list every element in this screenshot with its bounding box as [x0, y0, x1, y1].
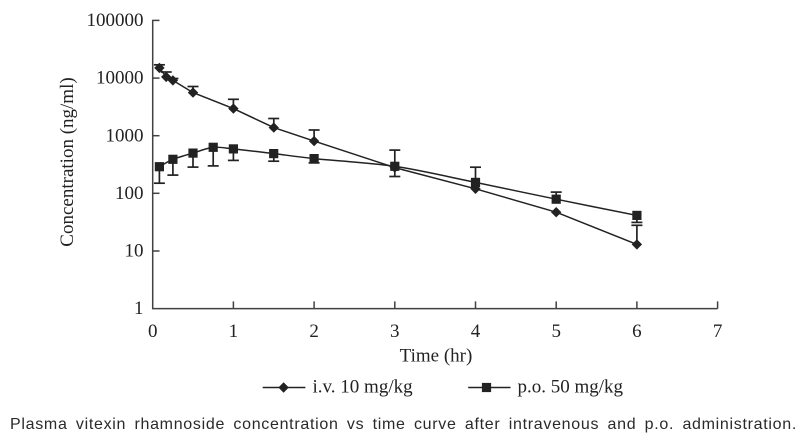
svg-text:Concentration (ng/ml): Concentration (ng/ml)	[57, 77, 78, 246]
svg-text:1: 1	[134, 298, 144, 319]
svg-text:10: 10	[125, 241, 144, 262]
svg-text:6: 6	[632, 321, 642, 342]
svg-text:p.o. 50 mg/kg: p.o. 50 mg/kg	[518, 377, 624, 398]
svg-text:Time (hr): Time (hr)	[400, 346, 473, 367]
svg-text:i.v. 10 mg/kg: i.v. 10 mg/kg	[313, 377, 414, 398]
svg-text:4: 4	[471, 321, 481, 342]
svg-text:2: 2	[309, 321, 319, 342]
svg-text:3: 3	[390, 321, 400, 342]
svg-text:5: 5	[551, 321, 561, 342]
svg-text:0: 0	[148, 321, 158, 342]
svg-text:100000: 100000	[87, 10, 144, 31]
svg-text:100: 100	[115, 183, 144, 204]
svg-text:10000: 10000	[96, 68, 144, 89]
svg-text:7: 7	[713, 321, 723, 342]
svg-text:1: 1	[229, 321, 239, 342]
svg-text:1000: 1000	[106, 125, 144, 146]
